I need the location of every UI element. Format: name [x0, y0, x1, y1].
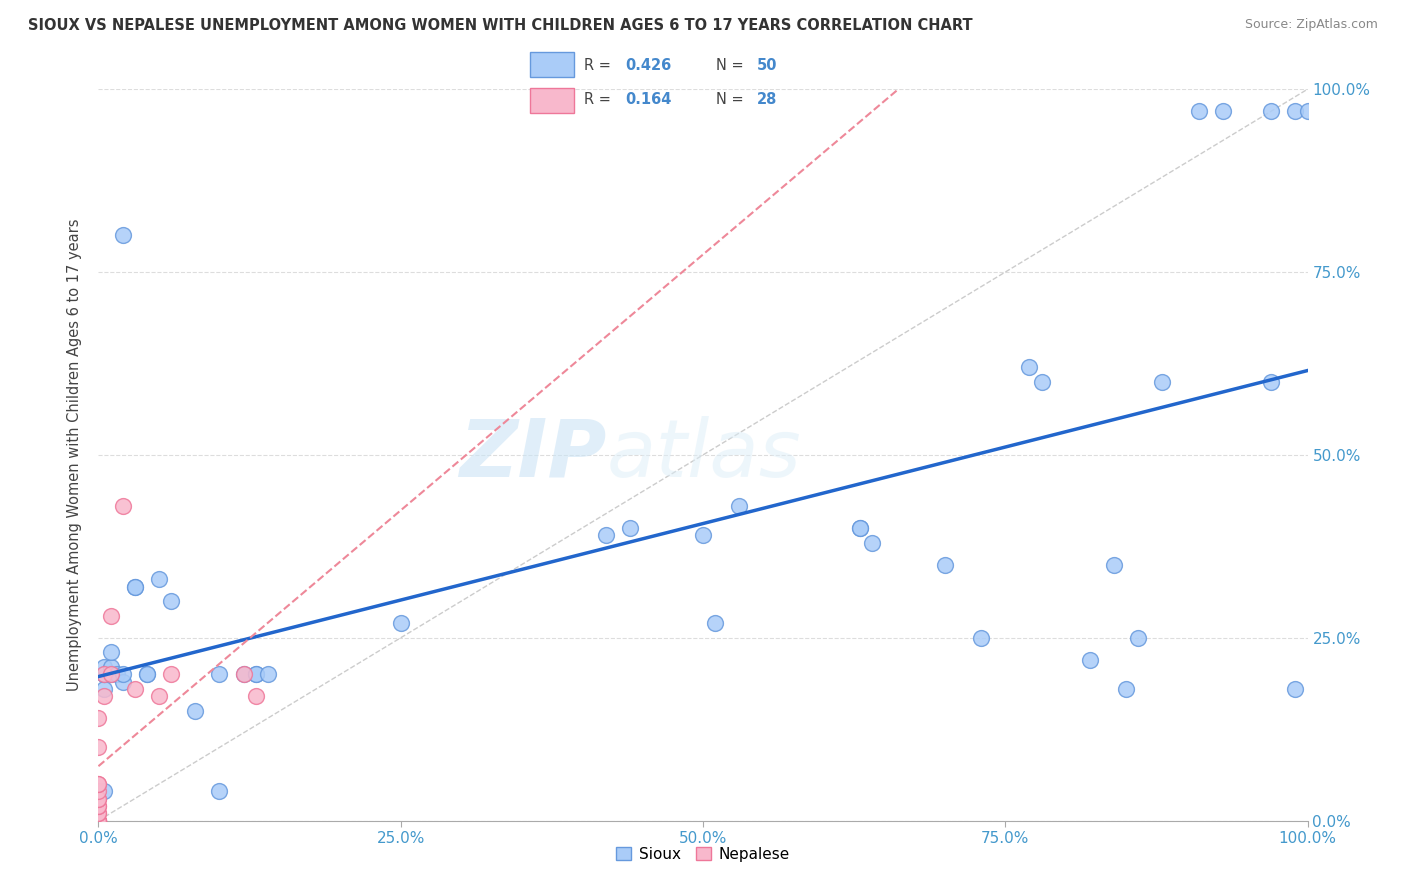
Point [100, 667, 122, 681]
Point [124, 681, 146, 696]
Point [160, 667, 183, 681]
Point [148, 572, 170, 586]
Point [100, 608, 122, 623]
Point [87, 799, 110, 814]
FancyBboxPatch shape [530, 87, 574, 112]
Point [245, 667, 267, 681]
Point [208, 784, 231, 798]
Point [849, 521, 872, 535]
Point [135, 667, 157, 681]
Point [105, 667, 128, 681]
Text: N =: N = [716, 58, 748, 72]
Point [1188, 104, 1211, 119]
FancyBboxPatch shape [530, 52, 574, 78]
Point [124, 580, 146, 594]
Point [93, 681, 115, 696]
Point [111, 667, 134, 681]
Text: 0.164: 0.164 [624, 93, 671, 107]
Point [124, 580, 146, 594]
Text: 0.426: 0.426 [624, 58, 671, 72]
Point [692, 528, 714, 542]
Y-axis label: Unemployment Among Women with Children Ages 6 to 17 years: Unemployment Among Women with Children A… [67, 219, 83, 691]
Point [1260, 375, 1282, 389]
Point [87, 814, 110, 828]
Point [93, 784, 115, 798]
Text: 50: 50 [756, 58, 778, 72]
Point [87, 799, 110, 814]
Point [87, 814, 110, 828]
Point [148, 690, 170, 704]
Text: R =: R = [585, 58, 616, 72]
Point [1284, 104, 1306, 119]
Point [87, 740, 110, 755]
Point [87, 814, 110, 828]
Point [87, 777, 110, 791]
Point [619, 521, 641, 535]
Point [245, 690, 267, 704]
Text: 28: 28 [756, 93, 776, 107]
Point [389, 616, 412, 631]
Point [93, 667, 115, 681]
Point [1260, 104, 1282, 119]
Point [87, 806, 110, 821]
Text: ZIP: ZIP [458, 416, 606, 494]
Point [93, 660, 115, 674]
Text: SIOUX VS NEPALESE UNEMPLOYMENT AMONG WOMEN WITH CHILDREN AGES 6 TO 17 YEARS CORR: SIOUX VS NEPALESE UNEMPLOYMENT AMONG WOM… [28, 18, 973, 33]
Point [100, 645, 122, 659]
Point [860, 535, 883, 549]
Point [87, 791, 110, 805]
Text: N =: N = [716, 93, 748, 107]
Point [87, 806, 110, 821]
Point [184, 704, 207, 718]
Point [256, 667, 278, 681]
Point [87, 814, 110, 828]
Point [111, 674, 134, 689]
Point [232, 667, 254, 681]
Point [208, 667, 231, 681]
Point [93, 667, 115, 681]
Point [93, 690, 115, 704]
Point [1284, 681, 1306, 696]
Point [87, 791, 110, 805]
Legend: Sioux, Nepalese: Sioux, Nepalese [610, 840, 796, 868]
Point [111, 499, 134, 513]
Point [1212, 104, 1234, 119]
Point [1115, 681, 1137, 696]
Point [87, 814, 110, 828]
Point [100, 667, 122, 681]
Point [728, 499, 751, 513]
Point [704, 616, 727, 631]
Point [245, 667, 267, 681]
Point [87, 777, 110, 791]
Point [93, 667, 115, 681]
Point [934, 558, 956, 572]
Point [1296, 104, 1319, 119]
Point [595, 528, 617, 542]
Point [1031, 375, 1053, 389]
Point [87, 711, 110, 725]
Point [1152, 375, 1174, 389]
Point [87, 814, 110, 828]
Point [160, 594, 183, 608]
Point [135, 667, 157, 681]
Point [1018, 360, 1040, 375]
Text: R =: R = [585, 93, 616, 107]
Point [100, 660, 122, 674]
Text: Source: ZipAtlas.com: Source: ZipAtlas.com [1244, 18, 1378, 31]
Point [849, 521, 872, 535]
Point [1102, 558, 1125, 572]
Point [1128, 631, 1150, 645]
Point [970, 631, 993, 645]
Point [87, 814, 110, 828]
Text: atlas: atlas [606, 416, 801, 494]
Point [232, 667, 254, 681]
Point [111, 228, 134, 243]
Point [87, 784, 110, 798]
Point [1078, 653, 1101, 667]
